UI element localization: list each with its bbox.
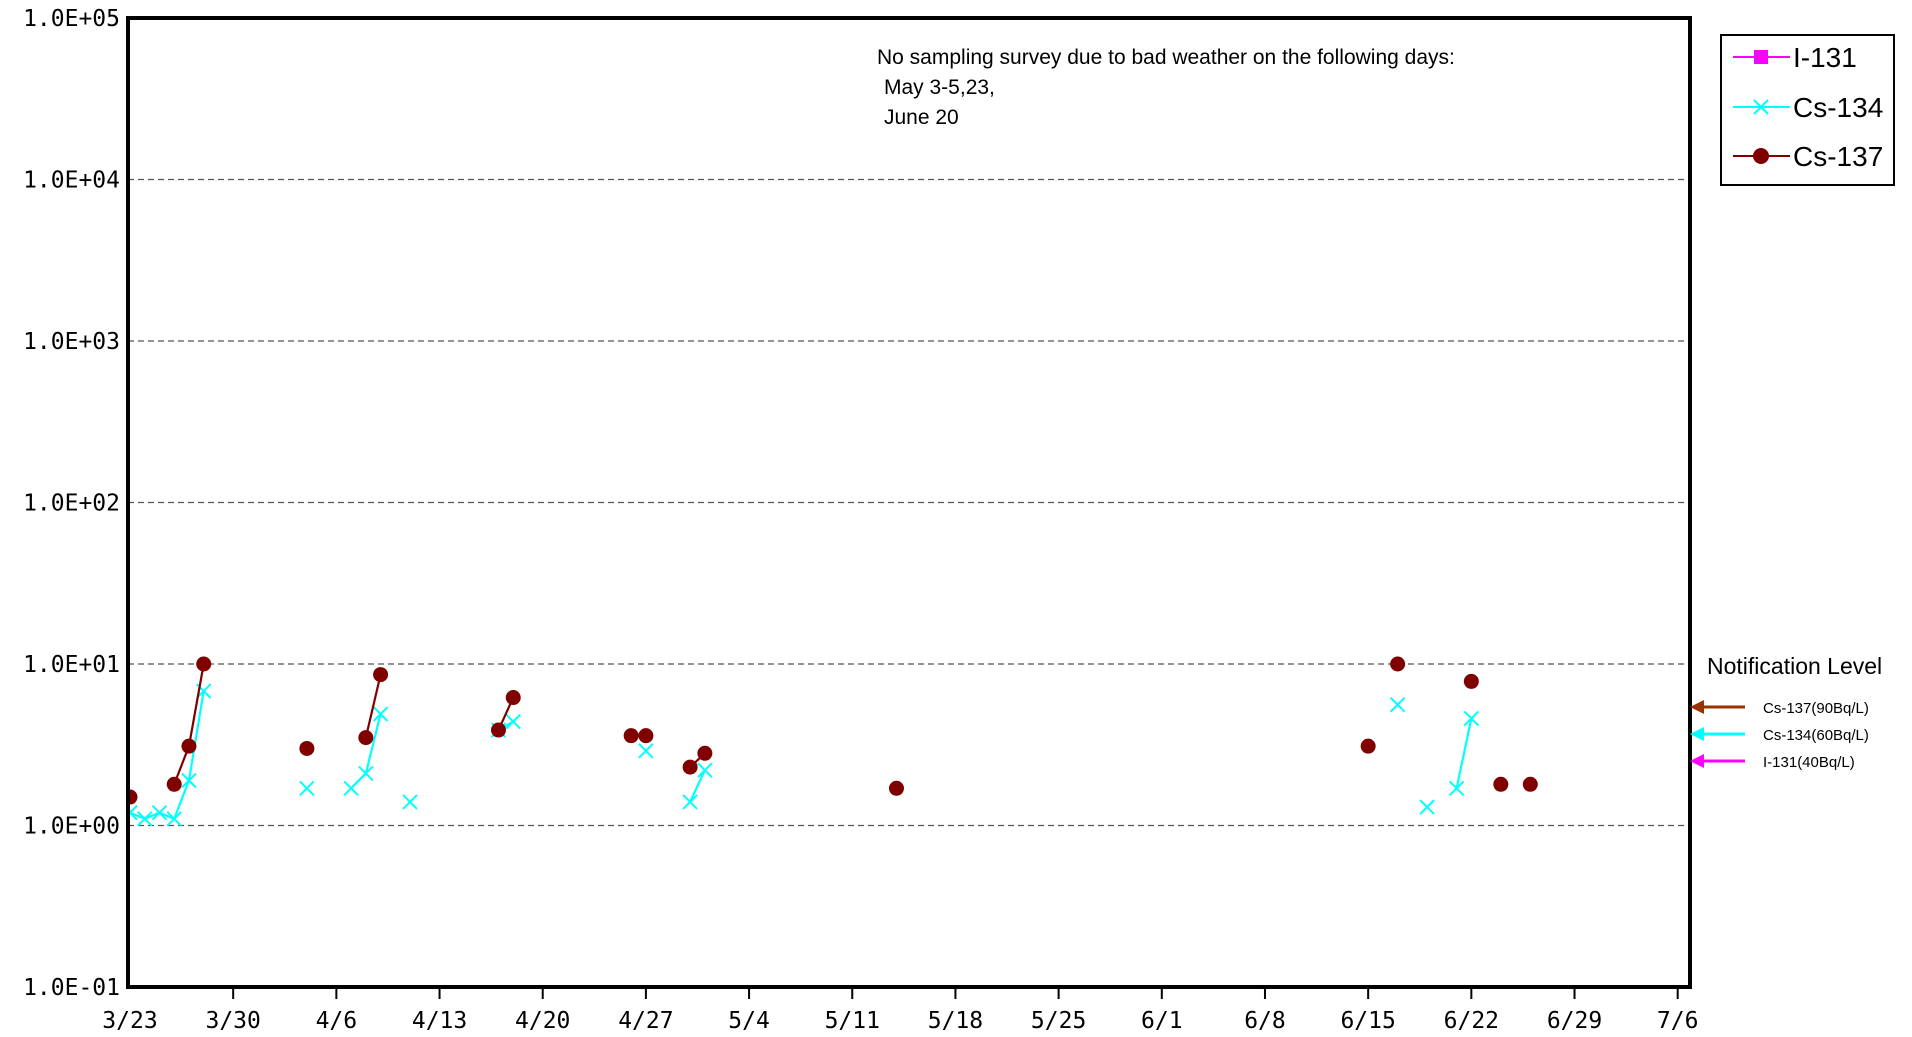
- data-point-cs134: [151, 805, 168, 821]
- notification-label-cs134: Cs-134(60Bq/L): [1763, 727, 1869, 744]
- data-point-cs137: [181, 738, 197, 754]
- data-point-cs137: [1493, 776, 1509, 792]
- notification-item-i131: I-131(40Bq/L): [1690, 754, 1855, 771]
- data-point-cs137: [166, 776, 182, 792]
- notification-level: Notification Level Cs-137(90Bq/L) Cs-134…: [1690, 653, 1882, 771]
- x-marker-icon: [1753, 99, 1769, 115]
- data-point-cs134: [1389, 696, 1406, 713]
- plot-frame: [126, 16, 1692, 989]
- y-tick-label: 1.0E-01: [23, 975, 120, 1001]
- data-point-cs137: [888, 780, 904, 796]
- data-point-cs137: [505, 690, 521, 706]
- data-point-cs137: [1360, 738, 1376, 754]
- data-point-cs137: [623, 728, 639, 744]
- x-tick-label: 3/30: [205, 1008, 260, 1034]
- notification-label-i131: I-131(40Bq/L): [1763, 754, 1855, 771]
- data-point-cs134: [682, 794, 698, 810]
- x-tick-label: 5/4: [728, 1008, 770, 1034]
- x-tick-label: 4/27: [618, 1008, 673, 1034]
- x-axis: 3/23 3/30 4/6 4/13 4/20 4/27 5/4 5/11 5/18 5/25 6/…: [102, 987, 1698, 1034]
- data-point-cs137: [682, 759, 698, 775]
- legend-label-i131: I-131: [1793, 42, 1857, 73]
- y-tick-label: 1.0E+03: [23, 329, 120, 355]
- legend: I-131 Cs-134 Cs-137: [1720, 34, 1895, 186]
- x-tick-label: 4/6: [316, 1008, 358, 1034]
- note: No sampling survey due to bad weather on…: [877, 46, 1455, 129]
- note-line-1: No sampling survey due to bad weather on…: [877, 46, 1455, 69]
- x-tick-label: 6/22: [1444, 1008, 1499, 1034]
- x-tick-label: 7/6: [1657, 1008, 1699, 1034]
- notification-item-cs134: Cs-134(60Bq/L): [1690, 727, 1869, 744]
- data-point-cs134: [166, 811, 182, 827]
- data-point-cs137: [697, 745, 713, 761]
- data-point-cs134: [1448, 780, 1465, 796]
- data-point-cs134: [343, 780, 359, 796]
- notification-label-cs137: Cs-137(90Bq/L): [1763, 700, 1869, 717]
- data-point-cs134: [358, 765, 374, 782]
- grid-lines: [128, 178, 1690, 827]
- series-line-cs134: [1455, 718, 1473, 789]
- series-cs137: [128, 656, 1538, 805]
- y-tick-label: 1.0E+00: [23, 814, 120, 840]
- data-point-cs134: [402, 794, 418, 810]
- arrow-left-icon: [1690, 754, 1704, 768]
- data-point-cs134: [505, 713, 521, 730]
- legend-item-cs137: Cs-137: [1733, 141, 1883, 172]
- data-point-cs134: [181, 772, 197, 789]
- legend-item-i131: I-131: [1733, 42, 1857, 73]
- x-tick-label: 6/15: [1340, 1008, 1395, 1034]
- data-point-cs137: [1522, 776, 1538, 792]
- data-point-cs137: [196, 656, 212, 672]
- data-point-cs134: [137, 811, 153, 827]
- notification-title: Notification Level: [1707, 653, 1882, 679]
- square-marker-icon: [1754, 50, 1768, 64]
- y-axis: 1.0E-01 1.0E+00 1.0E+01 1.0E+02 1.0E+03 1.0E+…: [23, 6, 120, 1001]
- legend-box: [1720, 34, 1895, 186]
- notification-item-cs137: Cs-137(90Bq/L): [1690, 700, 1869, 717]
- note-line-3: June 20: [884, 106, 959, 129]
- x-tick-label: 6/1: [1141, 1008, 1183, 1034]
- y-tick-label: 1.0E+02: [23, 491, 120, 517]
- data-point-cs134: [638, 743, 654, 759]
- y-tick-label: 1.0E+05: [23, 6, 120, 32]
- data-point-cs134: [697, 762, 713, 778]
- data-point-cs137: [1463, 673, 1479, 689]
- x-tick-label: 4/20: [515, 1008, 570, 1034]
- legend-label-cs134: Cs-134: [1793, 92, 1883, 123]
- data-point-cs134: [1463, 710, 1480, 727]
- data-point-cs134: [1419, 799, 1435, 815]
- data-point-cs137: [638, 728, 654, 744]
- y-tick-label: 1.0E+04: [23, 168, 120, 194]
- arrow-left-icon: [1690, 700, 1704, 714]
- x-tick-label: 6/8: [1244, 1008, 1286, 1034]
- x-tick-label: 5/18: [928, 1008, 983, 1034]
- series-line-cs134: [689, 769, 706, 803]
- legend-label-cs137: Cs-137: [1793, 141, 1883, 172]
- data-point-cs137: [358, 730, 374, 746]
- x-tick-label: 5/25: [1031, 1008, 1086, 1034]
- data-point-cs137: [1390, 656, 1406, 672]
- x-tick-label: 4/13: [412, 1008, 467, 1034]
- data-point-cs137: [128, 789, 138, 805]
- y-tick-label: 1.0E+01: [23, 652, 120, 678]
- data-point-cs134: [299, 780, 315, 796]
- x-tick-label: 6/29: [1547, 1008, 1602, 1034]
- data-point-cs137: [299, 740, 315, 756]
- note-line-2: May 3-5,23,: [884, 76, 995, 99]
- series-line-cs137: [364, 674, 382, 738]
- data-point-cs137: [373, 667, 389, 683]
- data-point-cs134: [372, 706, 389, 722]
- x-tick-label: 5/11: [825, 1008, 880, 1034]
- legend-item-cs134: Cs-134: [1733, 92, 1883, 123]
- circle-marker-icon: [1753, 148, 1769, 164]
- data-point-cs137: [491, 722, 506, 738]
- x-tick-label: 3/23: [102, 1008, 157, 1034]
- arrow-left-icon: [1690, 727, 1704, 741]
